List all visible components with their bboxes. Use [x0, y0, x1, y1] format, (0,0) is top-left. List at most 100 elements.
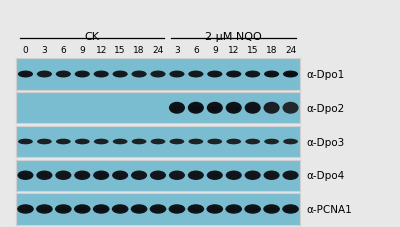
Ellipse shape: [20, 141, 31, 143]
Ellipse shape: [207, 71, 222, 78]
Ellipse shape: [228, 74, 239, 76]
Ellipse shape: [112, 171, 128, 180]
Ellipse shape: [188, 204, 204, 214]
Ellipse shape: [77, 74, 88, 76]
Ellipse shape: [285, 208, 296, 211]
Ellipse shape: [152, 174, 164, 178]
Ellipse shape: [74, 171, 90, 180]
Ellipse shape: [171, 208, 183, 211]
Ellipse shape: [133, 208, 145, 211]
Ellipse shape: [172, 74, 182, 76]
Ellipse shape: [153, 74, 163, 76]
Ellipse shape: [247, 208, 258, 211]
Ellipse shape: [209, 174, 220, 178]
Text: 18: 18: [133, 46, 145, 55]
Ellipse shape: [285, 74, 296, 76]
Ellipse shape: [20, 174, 31, 178]
Ellipse shape: [131, 204, 147, 214]
Ellipse shape: [226, 71, 241, 78]
Ellipse shape: [283, 71, 298, 78]
Ellipse shape: [17, 204, 34, 214]
Text: 12: 12: [96, 46, 107, 55]
Ellipse shape: [209, 208, 221, 211]
Ellipse shape: [18, 171, 34, 180]
Ellipse shape: [58, 208, 69, 211]
Ellipse shape: [20, 74, 31, 76]
Ellipse shape: [285, 174, 296, 178]
Ellipse shape: [75, 139, 90, 145]
Ellipse shape: [226, 171, 242, 180]
Ellipse shape: [94, 71, 109, 78]
Ellipse shape: [209, 107, 220, 111]
Ellipse shape: [245, 71, 260, 78]
Ellipse shape: [190, 174, 202, 178]
Ellipse shape: [226, 204, 242, 214]
Text: 3: 3: [174, 46, 180, 55]
Ellipse shape: [208, 139, 222, 145]
Ellipse shape: [210, 141, 220, 143]
Ellipse shape: [247, 107, 258, 111]
Ellipse shape: [169, 102, 185, 114]
Ellipse shape: [190, 107, 202, 111]
Ellipse shape: [37, 139, 52, 145]
Ellipse shape: [282, 204, 299, 214]
Ellipse shape: [210, 74, 220, 76]
Text: 9: 9: [212, 46, 218, 55]
Ellipse shape: [190, 74, 201, 76]
Ellipse shape: [39, 74, 50, 76]
Text: 24: 24: [285, 46, 296, 55]
Ellipse shape: [188, 102, 204, 114]
Ellipse shape: [58, 174, 69, 178]
Ellipse shape: [77, 141, 88, 143]
Ellipse shape: [244, 204, 261, 214]
Ellipse shape: [55, 171, 71, 180]
Ellipse shape: [228, 107, 239, 111]
Ellipse shape: [150, 204, 166, 214]
Ellipse shape: [282, 171, 298, 180]
Ellipse shape: [266, 74, 277, 76]
Ellipse shape: [132, 139, 146, 145]
Text: 6: 6: [60, 46, 66, 55]
Ellipse shape: [150, 171, 166, 180]
Ellipse shape: [228, 174, 239, 178]
Ellipse shape: [58, 74, 69, 76]
Ellipse shape: [115, 74, 126, 76]
Text: α-Dpo2: α-Dpo2: [306, 103, 344, 113]
Ellipse shape: [152, 208, 164, 211]
Text: 15: 15: [114, 46, 126, 55]
Ellipse shape: [266, 208, 278, 211]
Text: CK: CK: [84, 32, 99, 42]
Ellipse shape: [248, 141, 258, 143]
Ellipse shape: [96, 74, 106, 76]
Ellipse shape: [36, 204, 53, 214]
Ellipse shape: [94, 139, 108, 145]
Ellipse shape: [18, 139, 33, 145]
Ellipse shape: [171, 107, 182, 111]
Ellipse shape: [245, 102, 261, 114]
Ellipse shape: [191, 141, 201, 143]
Ellipse shape: [245, 139, 260, 145]
Ellipse shape: [131, 171, 147, 180]
Ellipse shape: [207, 171, 223, 180]
Ellipse shape: [283, 139, 298, 145]
Ellipse shape: [75, 71, 90, 78]
Ellipse shape: [39, 174, 50, 178]
Ellipse shape: [169, 204, 185, 214]
Ellipse shape: [247, 174, 258, 178]
Ellipse shape: [264, 171, 280, 180]
Ellipse shape: [172, 141, 182, 143]
Ellipse shape: [96, 174, 107, 178]
Ellipse shape: [206, 204, 223, 214]
Ellipse shape: [37, 71, 52, 78]
Text: 6: 6: [193, 46, 199, 55]
Text: 0: 0: [22, 46, 28, 55]
Ellipse shape: [132, 71, 147, 78]
Ellipse shape: [115, 141, 125, 143]
Text: 15: 15: [247, 46, 258, 55]
Text: α-Dpo4: α-Dpo4: [306, 170, 344, 180]
Text: α-Dpo1: α-Dpo1: [306, 70, 344, 80]
Text: 18: 18: [266, 46, 277, 55]
Ellipse shape: [247, 74, 258, 76]
Ellipse shape: [264, 139, 279, 145]
Ellipse shape: [134, 74, 144, 76]
